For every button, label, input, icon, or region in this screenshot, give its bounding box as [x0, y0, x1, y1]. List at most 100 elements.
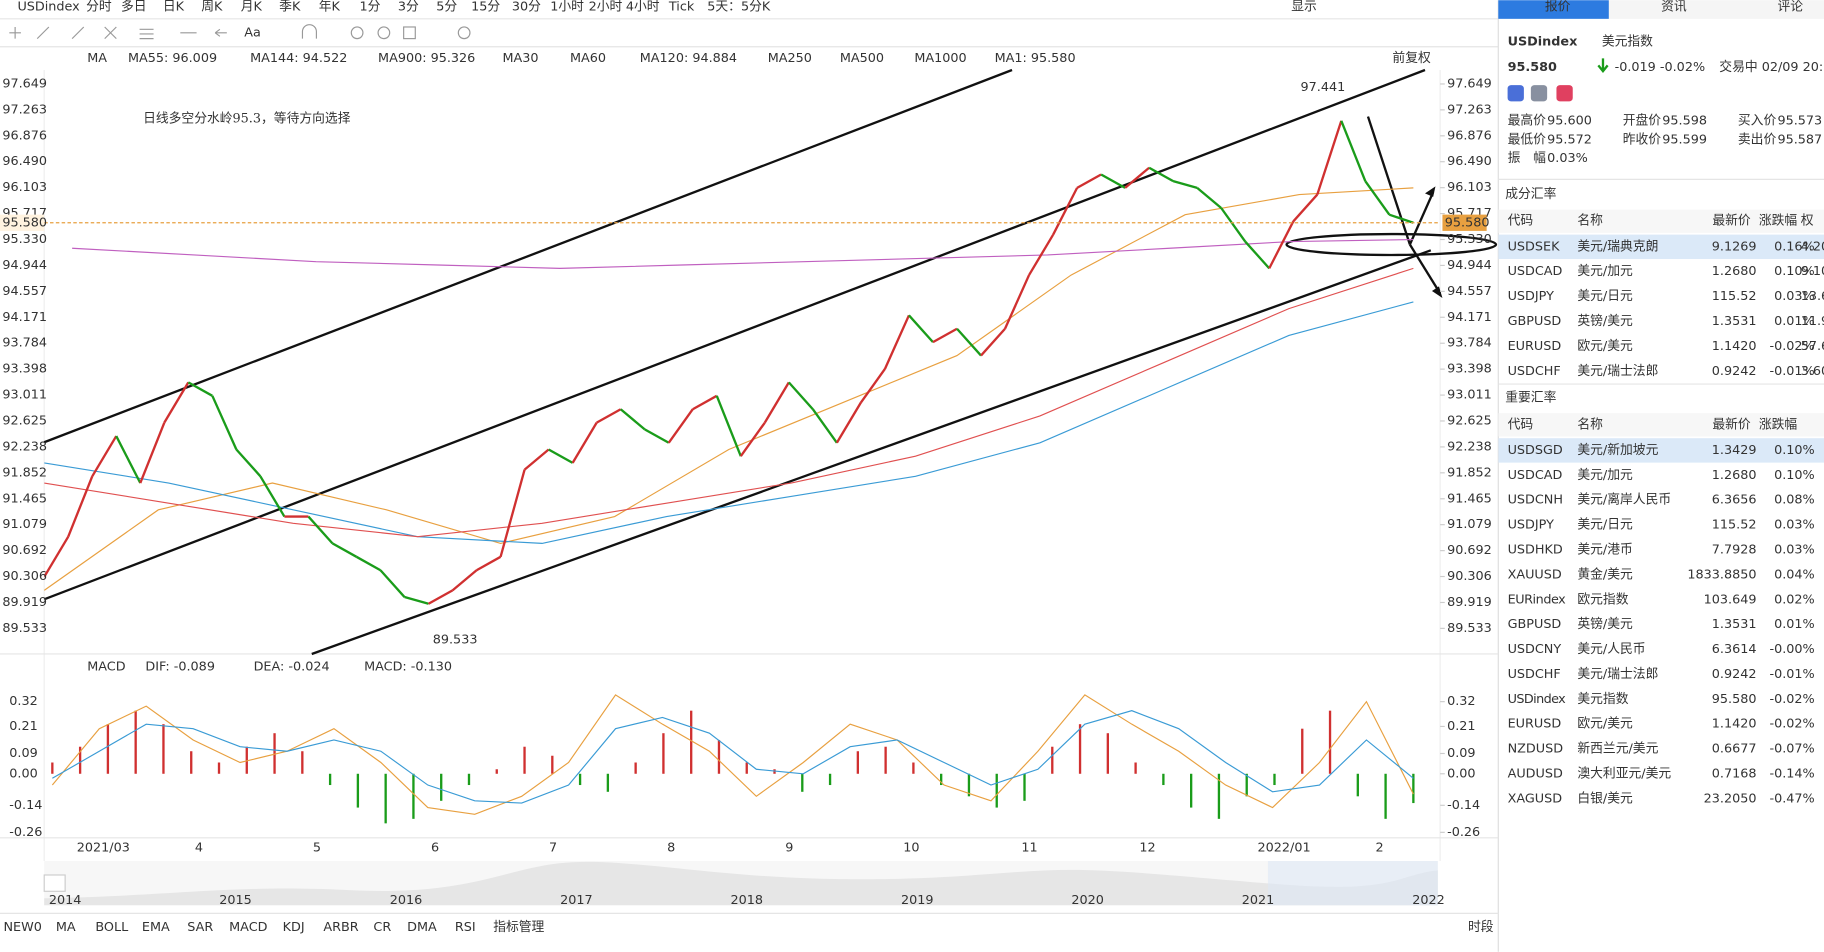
name-cell[interactable]: 美元/离岸人民币	[1577, 492, 1671, 508]
panel-tab[interactable]: 报价	[1545, 0, 1571, 15]
price-segment	[67, 475, 94, 538]
period-tab[interactable]: 15分	[471, 0, 500, 15]
name-cell[interactable]: 白银/美元	[1577, 790, 1633, 806]
ma-line	[44, 301, 1414, 544]
indicator[interactable]: BOLL	[95, 920, 129, 935]
period-tab[interactable]: 5天：5分K	[707, 0, 771, 15]
price-cell: 1.1420	[1712, 717, 1757, 732]
name-cell[interactable]: 美元/港币	[1577, 542, 1632, 557]
name-cell[interactable]: 美元/瑞士法郎	[1577, 364, 1658, 379]
name-cell[interactable]: 欧元指数	[1577, 592, 1628, 607]
indicator[interactable]: KDJ	[283, 920, 305, 935]
display-menu[interactable]: 显示	[1291, 0, 1317, 15]
code-cell: GBPUSD	[1508, 617, 1562, 632]
indicator[interactable]: CR	[373, 920, 391, 935]
y-tick-label-right: 90.692	[1447, 543, 1492, 558]
period-tab[interactable]: 1小时	[550, 0, 584, 15]
change-cell: 0.01%	[1774, 314, 1815, 329]
panel-icon[interactable]	[1507, 85, 1524, 102]
period-tab[interactable]: 3分	[398, 0, 419, 15]
period-tab[interactable]: 5分	[436, 0, 457, 15]
indicator[interactable]: RSI	[455, 920, 476, 935]
name-cell[interactable]: 美元/瑞典克朗	[1577, 239, 1658, 254]
price-cell: 1.2680	[1712, 264, 1757, 279]
name-cell[interactable]: 美元/日元	[1577, 289, 1633, 304]
annotation: 日线多空分水岭95.3，等待方向选择	[143, 110, 351, 126]
price-segment	[667, 408, 694, 444]
name-cell[interactable]: 黄金/美元	[1577, 566, 1633, 582]
y-tick-label: 96.876	[2, 128, 47, 143]
period-tab[interactable]: 多日	[121, 0, 147, 15]
indicator[interactable]: NEW0	[3, 920, 41, 935]
name-cell[interactable]: 欧元/美元	[1577, 717, 1633, 732]
y-tick-label: 92.625	[2, 413, 47, 428]
text-tool[interactable]: Aa	[244, 25, 261, 40]
indicator[interactable]: EMA	[142, 920, 170, 935]
period-tab[interactable]: 周K	[201, 0, 223, 15]
name-cell[interactable]: 英镑/美元	[1577, 616, 1633, 632]
period-tab[interactable]: 30分	[512, 0, 541, 15]
panel-symbol: USDindex	[1508, 35, 1578, 50]
macd-tick-label: 0.09	[9, 746, 37, 761]
stat-value: 95.587	[1777, 132, 1822, 147]
price-segment	[932, 327, 958, 344]
code-cell: XAUUSD	[1508, 567, 1562, 582]
year-label: 2017	[560, 893, 593, 908]
ma-legend: MA900: 95.326	[378, 51, 475, 66]
period-tab[interactable]: 分时	[86, 0, 112, 15]
table-header-cell: 涨跌幅	[1759, 213, 1798, 229]
price-cell: 103.649	[1704, 592, 1757, 607]
name-cell[interactable]: 新西兰元/美元	[1577, 741, 1658, 757]
code-cell: AUDUSD	[1508, 767, 1563, 782]
macd-legend: DIF: -0.089	[145, 659, 215, 674]
name-cell[interactable]: 美元/人民币	[1577, 642, 1645, 657]
price-segment	[139, 422, 166, 484]
navigator-window[interactable]	[1267, 861, 1438, 906]
panel-tab[interactable]: 评论	[1777, 0, 1803, 15]
period-tab[interactable]: 1分	[359, 0, 380, 15]
indicator[interactable]: MACD	[229, 920, 267, 935]
period-tab[interactable]: 季K	[279, 0, 301, 15]
panel-icon[interactable]	[1556, 85, 1573, 102]
name-cell[interactable]: 美元/加元	[1577, 468, 1633, 483]
indicator[interactable]: MA	[56, 920, 76, 935]
period-menu[interactable]: 时段	[1468, 920, 1494, 935]
period-tab[interactable]: 年K	[319, 0, 341, 15]
code-cell: USDCAD	[1508, 468, 1563, 483]
name-cell[interactable]: 美元/新加坡元	[1577, 442, 1658, 458]
symbol[interactable]: USDindex	[17, 0, 80, 15]
table-header-cell: 最新价	[1712, 416, 1751, 432]
period-tab[interactable]: 4小时	[626, 0, 660, 15]
indicator[interactable]: DMA	[407, 920, 437, 935]
name-cell[interactable]: 英镑/美元	[1577, 313, 1633, 329]
price-segment	[1076, 173, 1102, 189]
name-cell[interactable]: 美元/加元	[1577, 264, 1633, 279]
panel-tab[interactable]: 资讯	[1661, 0, 1687, 15]
y-tick-label: 94.557	[2, 284, 47, 299]
macd-tick-label: 0.00	[9, 766, 37, 781]
name-cell[interactable]: 美元/瑞士法郎	[1577, 667, 1658, 682]
y-tick-label-right: 94.557	[1447, 284, 1492, 299]
name-cell[interactable]: 美元/日元	[1577, 518, 1633, 533]
period-tab[interactable]: 2小时	[589, 0, 623, 15]
name-cell[interactable]: 欧元/美元	[1577, 339, 1633, 354]
period-tab[interactable]: 日K	[163, 0, 185, 15]
adjust[interactable]: 前复权	[1392, 50, 1431, 66]
year-label: 2022	[1412, 893, 1445, 908]
indicator[interactable]: SAR	[187, 920, 213, 935]
ma-legend: MA500	[840, 51, 884, 66]
navigator-handle[interactable]	[43, 874, 66, 892]
panel-icon[interactable]	[1530, 85, 1548, 102]
y-tick-label: 90.306	[2, 569, 47, 584]
period-tab[interactable]: Tick	[668, 0, 695, 15]
price-segment	[1340, 120, 1367, 182]
name-cell[interactable]: 澳大利亚元/美元	[1577, 766, 1671, 782]
indicator[interactable]: ARBR	[323, 920, 358, 935]
period-tab[interactable]: 月K	[241, 0, 263, 15]
indicator[interactable]: 指标管理	[493, 920, 544, 935]
name-cell[interactable]: 美元指数	[1577, 692, 1628, 707]
y-tick-label: 90.692	[2, 543, 47, 558]
y-tick-label: 92.238	[2, 439, 47, 454]
drawing-tools[interactable]	[9, 24, 471, 40]
